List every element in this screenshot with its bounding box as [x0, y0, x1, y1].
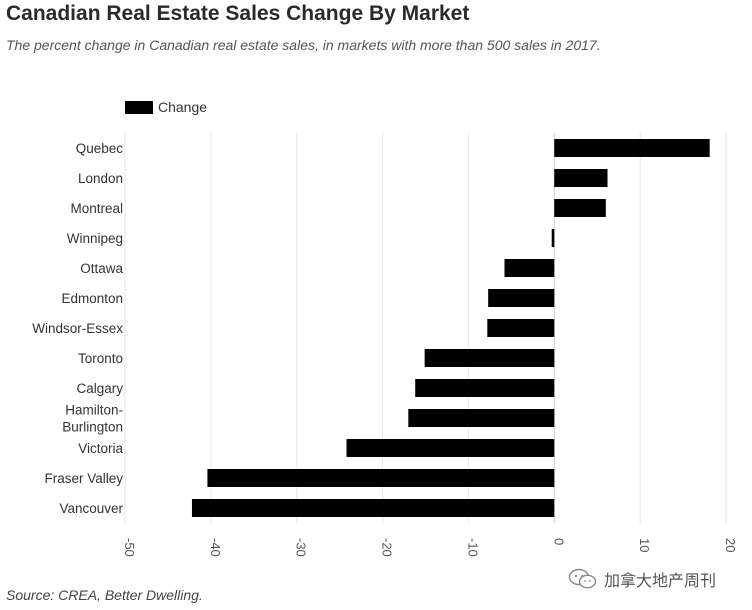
x-tick-label: -20 — [380, 538, 395, 557]
bar — [191, 499, 555, 517]
legend-label: Change — [158, 99, 207, 115]
wechat-icon — [568, 568, 597, 589]
category-label: Montreal — [70, 201, 123, 216]
x-tick-label: 10 — [637, 538, 652, 552]
bar — [415, 379, 555, 397]
category-label: Quebec — [76, 141, 124, 156]
x-tick-label: 0 — [551, 538, 566, 545]
bar — [554, 139, 710, 157]
bar — [487, 319, 555, 337]
category-label: Hamilton-Burlington — [62, 403, 123, 435]
bar — [346, 439, 555, 457]
category-label: Windsor-Essex — [32, 321, 123, 336]
chart-subtitle: The percent change in Canadian real esta… — [6, 37, 601, 53]
category-label: Toronto — [78, 351, 123, 366]
x-tick-labels: -50 -40 -30 -20 -10 0 10 20 — [122, 538, 738, 557]
bar — [554, 169, 608, 187]
watermark: 加拿大地产周刊 — [566, 565, 723, 593]
watermark-text: 加拿大地产周刊 — [604, 573, 717, 590]
x-tick-label: -10 — [465, 538, 480, 557]
category-label: Fraser Valley — [44, 471, 123, 486]
x-tick-label: -40 — [208, 538, 223, 557]
category-label: Ottawa — [80, 261, 123, 276]
bar — [207, 469, 555, 487]
bars — [191, 139, 710, 517]
bar — [551, 229, 555, 247]
chart-title: Canadian Real Estate Sales Change By Mar… — [6, 2, 470, 25]
bar — [504, 259, 555, 277]
category-label: Victoria — [78, 441, 123, 456]
x-tick-label: -30 — [294, 538, 309, 557]
source-note: Source: CREA, Better Dwelling. — [6, 587, 203, 603]
category-labels: Quebec London Montreal Winnipeg Ottawa Edmont… — [32, 141, 123, 516]
category-label: Winnipeg — [67, 231, 123, 246]
legend: Change — [125, 99, 207, 115]
bar — [424, 349, 555, 367]
category-label: Vancouver — [59, 501, 123, 516]
category-label: London — [78, 171, 123, 186]
category-label: Calgary — [76, 381, 123, 396]
gridlines — [124, 133, 727, 523]
x-tick-label: -50 — [122, 538, 137, 557]
legend-swatch — [125, 101, 153, 114]
bar — [408, 409, 555, 427]
x-tick-label: 20 — [723, 538, 738, 552]
bar — [488, 289, 555, 307]
bar — [554, 199, 606, 217]
category-label: Edmonton — [61, 291, 123, 306]
